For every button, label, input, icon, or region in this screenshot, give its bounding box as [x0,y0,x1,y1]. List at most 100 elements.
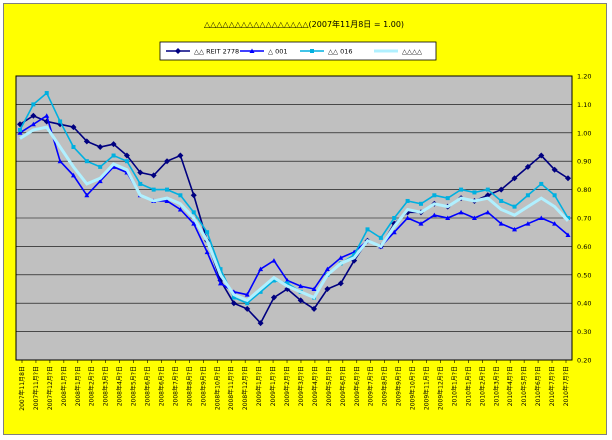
data-point [418,201,423,206]
legend-entry: △ 001 [240,48,287,56]
data-point [391,229,397,235]
legend-label: △ 001 [268,48,287,56]
x-tick-label: 2010年7月?日 [548,366,556,406]
data-point [244,292,250,297]
data-point [258,266,264,272]
data-point [538,215,544,220]
data-point [471,215,477,220]
x-tick-label: 2009年7月?日 [367,366,375,406]
data-point [405,198,410,203]
data-point [58,119,63,124]
data-point [297,297,304,304]
legend-entry: △△△△ [374,48,422,56]
x-tick-label: 2010年7月?日 [562,366,570,406]
data-point [498,221,504,226]
chart-title: △△△△△△△△△△△△△△△△△(2007年11月8日 = 1.00) [204,19,404,29]
x-tick-label: 2009年1月?日 [269,366,277,406]
data-point [137,169,144,176]
legend-marker [310,49,314,53]
data-point [97,178,103,184]
y-tick-label: 0.70 [577,215,591,223]
gridlines [16,104,572,332]
x-tick-label: 2008年5月?日 [130,366,138,406]
data-point [71,145,76,149]
data-point [244,305,251,312]
x-tick-label: 2008年10月?日 [213,366,221,410]
x-tick-label: 2009年6月?日 [353,366,361,406]
data-point [431,212,437,218]
data-point [178,193,183,198]
line-chart: △△△△△△△△△△△△△△△△△(2007年11月8日 = 1.00) △△ … [15,19,591,411]
y-tick-label: 1.00 [577,129,591,137]
data-point [84,159,89,164]
y-tick-label: 0.40 [577,300,591,308]
data-point [165,187,170,192]
data-point [271,258,277,263]
x-tick-label: 2008年6月?日 [157,366,165,406]
data-point [257,320,264,327]
legend-marker [175,48,181,54]
x-tick-label: 2009年9月?日 [395,366,403,406]
legend: △△ REIT 2778 △ 001 △△ 016 △△△△ [159,41,437,61]
data-point [338,255,344,260]
data-point [31,102,36,107]
x-tick-label: 2010年4月?日 [506,366,514,406]
x-tick-label: 2009年8月?日 [381,366,389,406]
x-tick-label: 2009年3月?日 [297,366,305,406]
data-point [365,227,370,232]
data-point [44,91,49,96]
data-point [245,301,250,306]
data-point [485,187,490,192]
data-point [30,112,37,119]
data-point [177,152,184,159]
x-tick-label: 2009年6月?日 [339,366,347,406]
x-tick-label: 2007年12月?日 [46,366,54,410]
data-point [150,172,157,179]
x-tick-label: 2008年11月?日 [227,366,235,410]
data-point [484,192,491,199]
data-point [498,186,505,193]
data-point [190,192,197,199]
data-point [18,127,22,132]
data-point [538,152,545,159]
data-point [138,181,143,186]
legend-box [159,41,437,61]
data-point [258,289,263,294]
data-point [432,193,437,198]
data-point [337,280,344,287]
data-point [298,283,304,289]
x-tick-label: 2010年3月?日 [492,366,500,406]
data-point [392,216,397,220]
data-point [285,281,290,286]
data-point [84,192,90,198]
data-point [217,280,223,286]
data-point [271,278,276,283]
data-point [472,190,477,195]
chart-frame: △△△△△△△△△△△△△△△△△(2007年11月8日 = 1.00) △△ … [3,3,607,435]
y-tick-label: 1.20 [577,73,591,81]
x-tick-label: 2009年10月?日 [409,366,417,410]
data-point [70,172,76,178]
data-point [151,187,156,192]
series-4 [19,125,570,303]
data-point [445,215,451,220]
data-point [525,193,530,198]
data-point [205,230,210,235]
data-point [485,209,491,215]
data-point [231,295,236,300]
data-point [565,175,571,182]
x-tick-label: 2009年4月?日 [311,366,319,406]
legend-marker [249,48,255,53]
data-point [270,294,277,301]
data-point [218,267,223,272]
data-point [418,221,424,226]
series-group [17,91,571,327]
x-tick-label: 2010年6月?日 [534,366,542,406]
data-point [110,141,117,148]
x-tick-label: 2009年2月?日 [283,366,291,406]
data-point [97,144,104,150]
legend-label: △△△△ [402,48,422,56]
x-tick-label: 2008年2月?日 [88,366,96,406]
x-tick-label: 2007年11月8日 [18,366,26,411]
data-point [352,252,357,257]
